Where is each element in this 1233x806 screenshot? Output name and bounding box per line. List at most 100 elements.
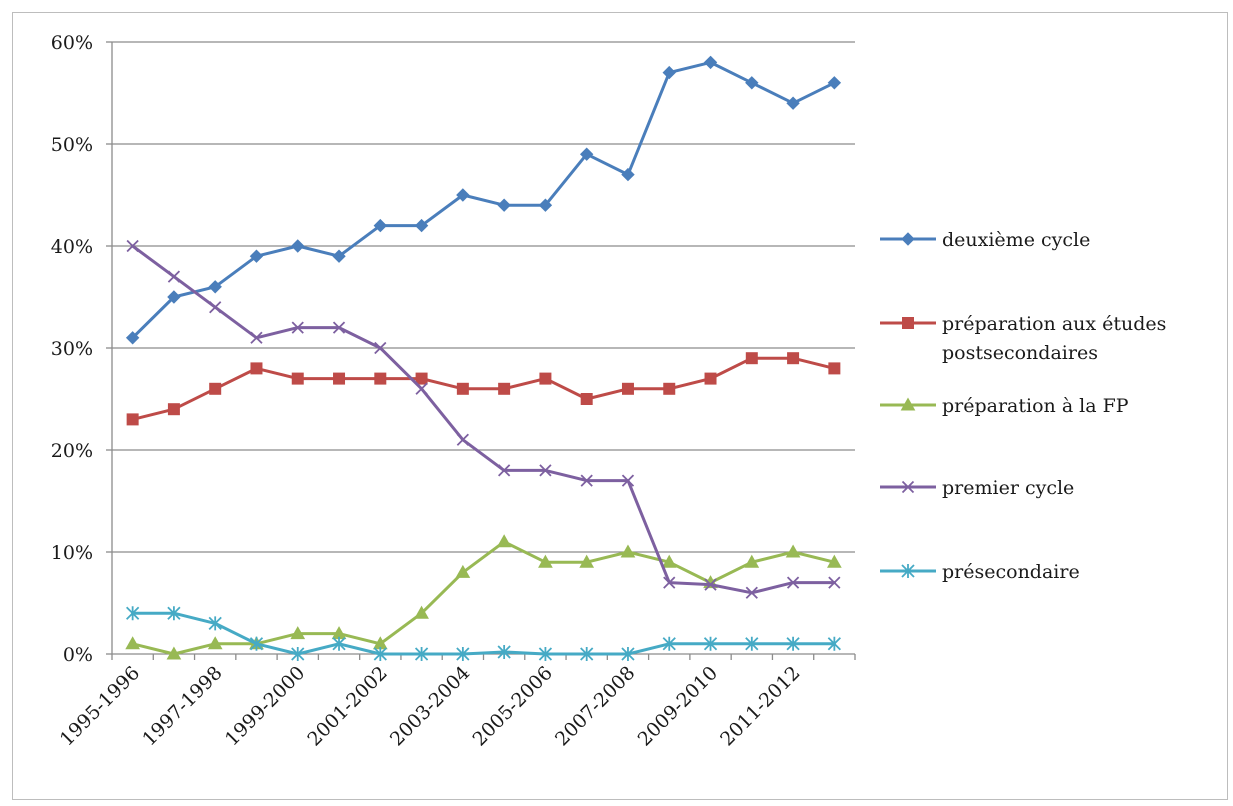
legend-label: préparation à la FP [942, 395, 1129, 417]
data-point [332, 636, 346, 651]
data-point [704, 372, 717, 385]
data-point [167, 270, 181, 283]
legend-label: premier cycle [942, 477, 1074, 499]
x-tick-label: 2011-2012 [716, 662, 804, 750]
data-point [291, 239, 305, 253]
data-point [827, 636, 841, 651]
data-point [373, 647, 387, 661]
y-tick-label: 10% [51, 542, 93, 564]
data-point [250, 362, 263, 375]
y-tick-label: 0% [63, 644, 93, 666]
series-line [131, 244, 836, 595]
data-point [497, 644, 511, 659]
data-point [497, 198, 511, 212]
data-point [374, 372, 387, 385]
data-point [621, 474, 635, 487]
series-line [131, 611, 836, 656]
data-point [539, 372, 552, 385]
data-point [786, 96, 800, 110]
legend-label: préparation aux études [942, 313, 1166, 335]
data-point [538, 554, 553, 568]
data-point [745, 76, 759, 90]
data-point [621, 167, 635, 182]
data-point [415, 382, 428, 395]
data-point [498, 382, 511, 395]
series-2 [125, 534, 842, 660]
data-point [579, 554, 595, 568]
data-point [125, 636, 140, 650]
legend-label: présecondaire [942, 561, 1080, 583]
x-tick-label: 2003-2004 [386, 662, 474, 750]
data-point [827, 76, 842, 90]
data-point [745, 352, 758, 365]
legend-item: présecondaire [880, 561, 1080, 583]
data-point [414, 218, 429, 233]
legend-label: postsecondaires [942, 342, 1098, 364]
data-point [290, 626, 306, 640]
series-1 [126, 352, 841, 426]
x-tick-label: 2001-2002 [303, 662, 391, 750]
data-point [579, 147, 594, 161]
data-point [828, 576, 841, 589]
x-tick-label: 1997-1998 [138, 662, 226, 750]
data-point [661, 554, 677, 568]
data-point [662, 65, 676, 80]
data-point [580, 393, 593, 405]
data-point [126, 239, 139, 253]
legend-marker [901, 480, 915, 494]
data-point [414, 647, 429, 661]
x-tick-label: 2005-2006 [468, 662, 556, 750]
data-point [456, 382, 469, 395]
data-point [745, 586, 758, 599]
data-point [126, 413, 139, 426]
data-point [332, 249, 346, 263]
data-point [828, 362, 841, 375]
data-point [539, 464, 552, 477]
data-point [373, 218, 388, 233]
series-4 [126, 606, 841, 661]
data-point [167, 403, 180, 416]
data-point [208, 616, 222, 631]
legend-label: deuxième cycle [942, 229, 1090, 251]
data-point [703, 636, 718, 651]
legend-item: deuxième cycle [880, 229, 1090, 251]
data-point [456, 188, 470, 202]
data-point [787, 352, 800, 365]
data-point [249, 636, 264, 651]
data-point [166, 646, 182, 660]
data-point [250, 331, 263, 344]
data-point [333, 372, 346, 385]
x-tick-label: 1999-2000 [221, 662, 309, 750]
data-point [374, 341, 387, 355]
y-tick-label: 30% [51, 338, 93, 360]
legend-item: premier cycle [880, 477, 1074, 499]
data-point [208, 280, 222, 294]
data-point [704, 578, 717, 591]
legend-marker [900, 397, 916, 411]
data-point [662, 636, 676, 651]
legend-marker [902, 317, 914, 329]
data-point [703, 55, 718, 70]
data-point [663, 382, 676, 395]
legend-marker [901, 564, 915, 578]
data-point [167, 290, 181, 304]
legend-item: préparation à la FP [880, 395, 1129, 417]
data-point [498, 464, 511, 477]
data-point [496, 534, 512, 548]
data-point [456, 433, 469, 446]
series-3 [126, 239, 841, 599]
data-point [209, 382, 222, 395]
data-point [580, 474, 593, 487]
data-point [620, 544, 636, 558]
data-point [207, 636, 223, 650]
data-point [126, 606, 140, 621]
data-point [125, 331, 140, 345]
data-point [827, 554, 842, 568]
data-point [167, 606, 181, 621]
data-point [538, 198, 553, 212]
x-tick-label: 2007-2008 [551, 662, 639, 750]
data-point [415, 372, 428, 385]
legend-marker [901, 232, 915, 246]
data-point [621, 382, 634, 395]
data-point [538, 647, 553, 661]
